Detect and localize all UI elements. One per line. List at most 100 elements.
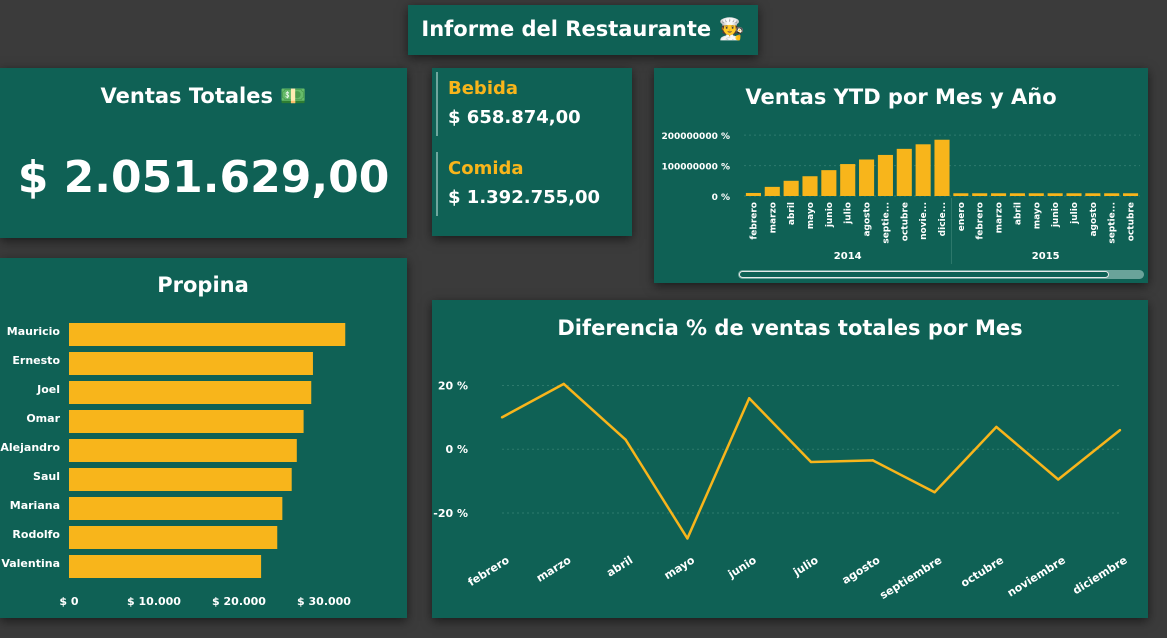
propina-bar	[69, 323, 346, 346]
propina-x-tick: $ 10.000	[127, 595, 181, 608]
propina-bar	[69, 439, 297, 462]
diferencia-x-tick: noviembre	[1005, 554, 1068, 600]
ytd-bar	[1028, 193, 1044, 196]
ytd-bar	[840, 164, 856, 196]
ytd-chart-title: Ventas YTD por Mes y Año	[745, 85, 1056, 109]
propina-bar	[69, 381, 312, 404]
ytd-bar	[1047, 193, 1063, 196]
ytd-x-tick: octubre	[1127, 202, 1137, 241]
propina-bar	[69, 526, 278, 549]
ytd-x-tick: mayo	[806, 202, 816, 229]
diferencia-x-tick: diciembre	[1070, 554, 1129, 598]
diferencia-point	[686, 537, 689, 540]
propina-category-label: Saul	[33, 470, 60, 483]
diferencia-point	[1057, 478, 1060, 481]
diferencia-point	[624, 438, 627, 441]
ytd-bar	[877, 154, 893, 196]
ytd-bar	[953, 193, 969, 196]
propina-x-tick: $ 20.000	[212, 595, 266, 608]
ytd-y-tick: 0 %	[712, 193, 730, 203]
ytd-x-tick: novie...	[919, 202, 929, 240]
categoria-comida: Comida $ 1.392.755,00	[436, 152, 600, 216]
propina-category-label: Joel	[36, 383, 60, 396]
ytd-bar	[1104, 193, 1120, 196]
ytd-x-tick: junio	[825, 202, 835, 228]
money-icon: 💵	[280, 84, 307, 108]
ytd-bar	[934, 139, 950, 196]
propina-category-label: Mauricio	[7, 325, 61, 338]
categoria-bebida: Bebida $ 658.874,00	[436, 72, 581, 136]
comida-value: $ 1.392.755,00	[448, 187, 601, 208]
ytd-bar	[764, 186, 780, 196]
ytd-chart: Ventas YTD por Mes y Año 200000000 % 1000…	[661, 85, 1140, 264]
diferencia-x-tick: febrero	[466, 553, 512, 589]
ytd-x-tick: septie...	[1108, 202, 1118, 244]
ytd-x-tick: marzo	[995, 202, 1005, 233]
diferencia-x-tick: abril	[604, 554, 635, 580]
ytd-x-tick: octubre	[900, 202, 910, 241]
ytd-bar	[991, 193, 1007, 196]
ytd-x-tick: enero	[957, 202, 967, 231]
diferencia-x-tick: marzo	[534, 553, 574, 585]
diferencia-point	[748, 397, 751, 400]
ytd-x-tick: febrero	[976, 202, 986, 240]
diferencia-chart: Diferencia % de ventas totales por Mes 2…	[433, 316, 1129, 602]
propina-title: Propina	[157, 273, 249, 297]
diferencia-point	[995, 425, 998, 429]
diferencia-x-tick: junio	[725, 553, 759, 581]
diferencia-x-tick: mayo	[662, 553, 697, 582]
bebida-label: Bebida	[448, 78, 519, 99]
propina-category-label: Alejandro	[0, 441, 60, 454]
ytd-x-tick: abril	[787, 202, 797, 225]
ytd-x-tick: agosto	[1089, 202, 1099, 237]
propina-bar	[69, 410, 304, 433]
diferencia-title: Diferencia % de ventas totales por Mes	[557, 316, 1022, 340]
bebida-value: $ 658.874,00	[448, 107, 581, 128]
propina-category-label: Mariana	[10, 499, 60, 512]
propina-category-label: Ernesto	[12, 354, 60, 367]
chef-icon: 🧑‍🍳	[718, 17, 745, 41]
propina-chart: Propina Mauricio Ernesto Joel Omar Alejandro…	[0, 273, 351, 608]
ytd-y-tick: 100000000 %	[661, 163, 730, 173]
ytd-y-tick: 200000000 %	[661, 132, 730, 142]
ytd-bar	[972, 193, 988, 196]
ytd-x-tick: abril	[1013, 202, 1023, 225]
diferencia-x-tick: octubre	[958, 554, 1006, 590]
report-title-text: Informe del Restaurante	[421, 17, 712, 41]
propina-category-label: Omar	[26, 412, 60, 425]
scrollbar-thumb[interactable]	[739, 271, 1109, 278]
ventas-totales-title: Ventas Totales 💵	[0, 84, 407, 109]
diferencia-x-tick: julio	[790, 553, 821, 579]
report-header: Informe del Restaurante 🧑‍🍳	[408, 5, 758, 55]
comida-label: Comida	[448, 158, 524, 179]
ventas-totales-value: $ 2.051.629,00	[17, 152, 390, 203]
ytd-chart-card[interactable]: Ventas YTD por Mes y Año 200000000 % 1000…	[654, 68, 1148, 283]
propina-bar	[69, 352, 313, 375]
ytd-x-tick: dicie...	[938, 202, 948, 236]
propina-bar	[69, 555, 262, 578]
diferencia-point	[562, 382, 565, 386]
diferencia-x-tick: septiembre	[877, 554, 944, 602]
ytd-year-label: 2015	[1032, 251, 1060, 262]
propina-category-label: Valentina	[1, 557, 60, 570]
ytd-bar	[1009, 193, 1025, 196]
propina-bar	[69, 497, 283, 520]
ytd-year-label: 2014	[834, 251, 862, 262]
categoria-card: Bebida $ 658.874,00 Comida $ 1.392.755,0…	[432, 68, 632, 236]
horizontal-scrollbar[interactable]	[738, 270, 1144, 279]
ytd-bar	[1085, 193, 1101, 196]
ytd-x-tick: septie...	[881, 202, 891, 244]
propina-card: Propina Mauricio Ernesto Joel Omar Alejandro…	[0, 258, 407, 618]
ytd-bar	[802, 176, 818, 196]
diferencia-point	[500, 416, 504, 419]
diferencia-point	[809, 460, 813, 464]
ytd-bar	[915, 144, 931, 196]
ytd-bar	[896, 148, 912, 196]
propina-category-label: Rodolfo	[12, 528, 60, 541]
ytd-bar	[1066, 193, 1082, 196]
propina-x-tick: $ 30.000	[297, 595, 351, 608]
diferencia-x-tick: agosto	[840, 553, 883, 587]
ytd-bar	[821, 170, 837, 196]
ytd-bar	[1123, 193, 1139, 196]
propina-x-tick: $ 0	[59, 595, 78, 608]
